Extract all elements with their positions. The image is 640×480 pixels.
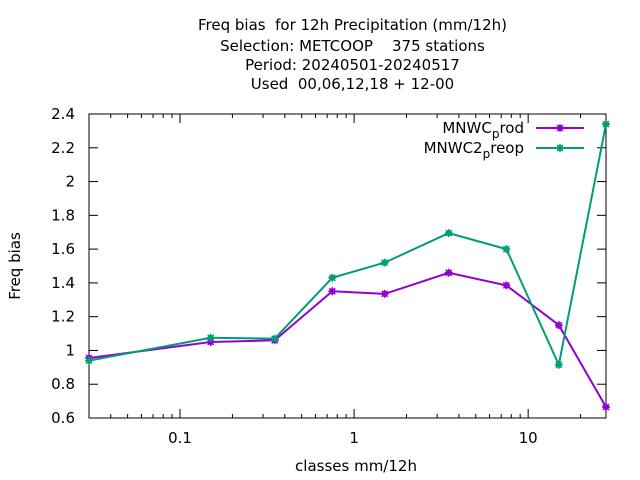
data-point-star [85, 356, 93, 365]
data-point-star [602, 120, 610, 129]
series-layer [85, 120, 610, 411]
legend-marker-star [556, 144, 564, 152]
data-point-star [502, 281, 511, 290]
x-tick-label: 1 [349, 429, 359, 447]
chart-title-line-4: Used 00,06,12,18 + 12-00 [250, 75, 455, 93]
y-axis-label: Freq bias [6, 232, 24, 300]
plot-frame [88, 113, 607, 419]
data-point [270, 334, 279, 343]
series-line-MNWC2_preop [88, 123, 607, 369]
data-point-star [206, 338, 215, 346]
data-point-star [444, 229, 453, 238]
legend-marker [556, 144, 564, 152]
y-tick-label: 0.6 [51, 409, 75, 427]
y-tick-label: 2.2 [51, 139, 75, 157]
data-point-star [444, 268, 453, 277]
y-tick-label: 1.8 [51, 206, 75, 224]
data-point [380, 289, 389, 298]
legend-marker [556, 124, 564, 132]
data-point [328, 287, 337, 296]
x-tick-label: 10 [519, 429, 538, 447]
chart-title-line-1: Freq bias for 12h Precipitation (mm/12h) [198, 16, 507, 34]
data-point [502, 281, 511, 290]
y-tick-label: 2.4 [51, 105, 75, 123]
y-tick-label: 1.4 [51, 274, 75, 292]
data-point [444, 229, 453, 238]
data-point [380, 258, 389, 267]
data-point [554, 321, 563, 330]
chart-title-line-3: Period: 20240501-20240517 [245, 56, 460, 74]
y-tick-label: 2 [65, 173, 75, 191]
data-point [602, 120, 610, 129]
data-point [328, 273, 337, 282]
data-point [602, 403, 610, 411]
x-tick-label: 0.1 [168, 429, 192, 447]
series-line-MNWC_prod [88, 271, 607, 408]
legend-marker-star [556, 124, 564, 132]
data-point-star [380, 258, 389, 267]
data-point [502, 245, 511, 254]
chart-title-line-2: Selection: METCOOP 375 stations [220, 37, 485, 55]
data-point-star [328, 287, 337, 296]
data-point [206, 333, 215, 342]
data-point-star [502, 245, 511, 254]
data-point-star [602, 403, 610, 411]
legend-label: MNWC2preop [424, 139, 524, 161]
data-point-star [380, 289, 389, 298]
legend-label: MNWCprod [442, 119, 524, 141]
data-point-star [554, 360, 563, 369]
data-point [206, 338, 215, 346]
data-point-star [328, 273, 337, 282]
y-tick-label: 1.2 [51, 308, 75, 326]
data-point [85, 356, 93, 365]
y-tick-label: 1.6 [51, 240, 75, 258]
data-point-star [554, 321, 563, 330]
data-point-star [270, 334, 279, 343]
axes: 0.6 0.8 1 1.2 1.4 1.6 1.8 2 2.2 2.4 0.1 1 10 [51, 105, 606, 447]
x-axis-label: classes mm/12h [295, 457, 417, 475]
data-point-star [206, 333, 215, 342]
y-tick-label: 1 [65, 341, 75, 359]
data-point [554, 360, 563, 369]
y-tick-label: 0.8 [51, 375, 75, 393]
data-point [444, 268, 453, 277]
